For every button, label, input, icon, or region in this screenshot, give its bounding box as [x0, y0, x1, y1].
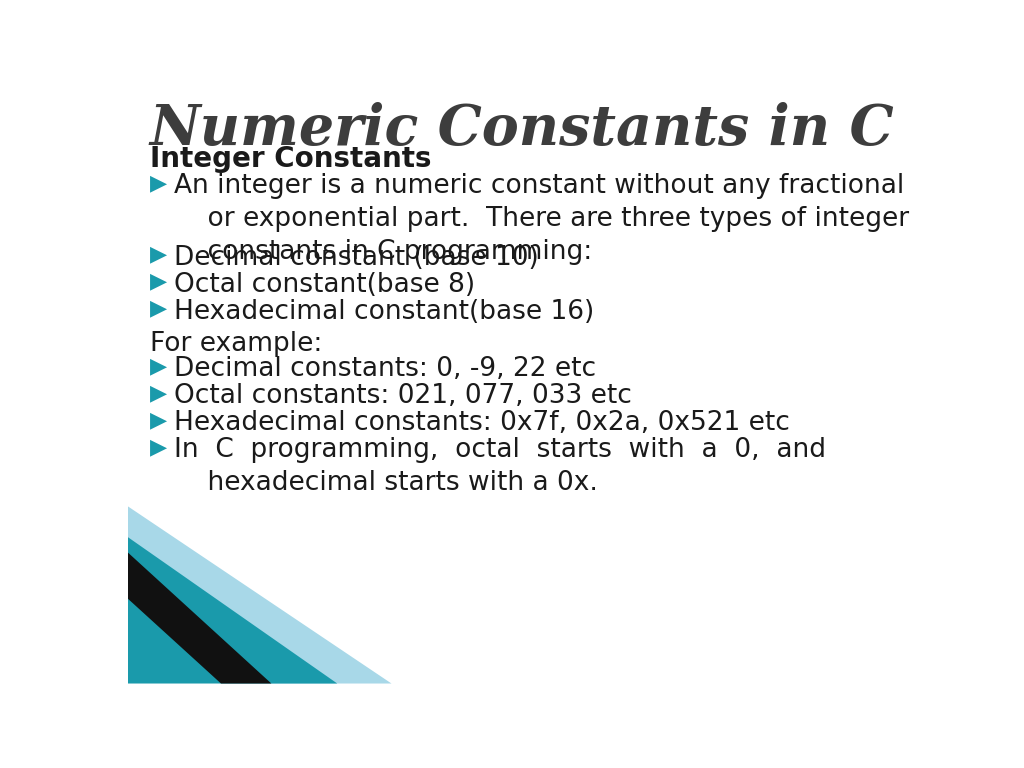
Text: ▶: ▶ [150, 356, 167, 376]
Text: Decimal constants: 0, -9, 22 etc: Decimal constants: 0, -9, 22 etc [174, 356, 597, 382]
Text: ▶: ▶ [150, 437, 167, 457]
Text: Integer Constants: Integer Constants [150, 144, 431, 173]
Text: Octal constant(base 8): Octal constant(base 8) [174, 272, 475, 297]
Text: In  C  programming,  octal  starts  with  a  0,  and
    hexadecimal starts with: In C programming, octal starts with a 0,… [174, 437, 826, 496]
Polygon shape [128, 538, 337, 684]
Text: Decimal constant (base 10): Decimal constant (base 10) [174, 245, 540, 270]
Text: ▶: ▶ [150, 272, 167, 292]
Text: An integer is a numeric constant without any fractional
    or exponential part.: An integer is a numeric constant without… [174, 173, 909, 265]
Text: Numeric Constants in C: Numeric Constants in C [150, 102, 894, 157]
Text: ▶: ▶ [150, 410, 167, 430]
Text: ▶: ▶ [150, 299, 167, 319]
Polygon shape [128, 553, 271, 684]
Text: Hexadecimal constants: 0x7f, 0x2a, 0x521 etc: Hexadecimal constants: 0x7f, 0x2a, 0x521… [174, 410, 791, 436]
Text: ▶: ▶ [150, 383, 167, 403]
Text: ▶: ▶ [150, 245, 167, 265]
Text: Hexadecimal constant(base 16): Hexadecimal constant(base 16) [174, 299, 595, 325]
Text: For example:: For example: [150, 331, 323, 357]
Text: ▶: ▶ [150, 173, 167, 193]
Polygon shape [128, 506, 391, 684]
Text: Octal constants: 021, 077, 033 etc: Octal constants: 021, 077, 033 etc [174, 383, 633, 409]
